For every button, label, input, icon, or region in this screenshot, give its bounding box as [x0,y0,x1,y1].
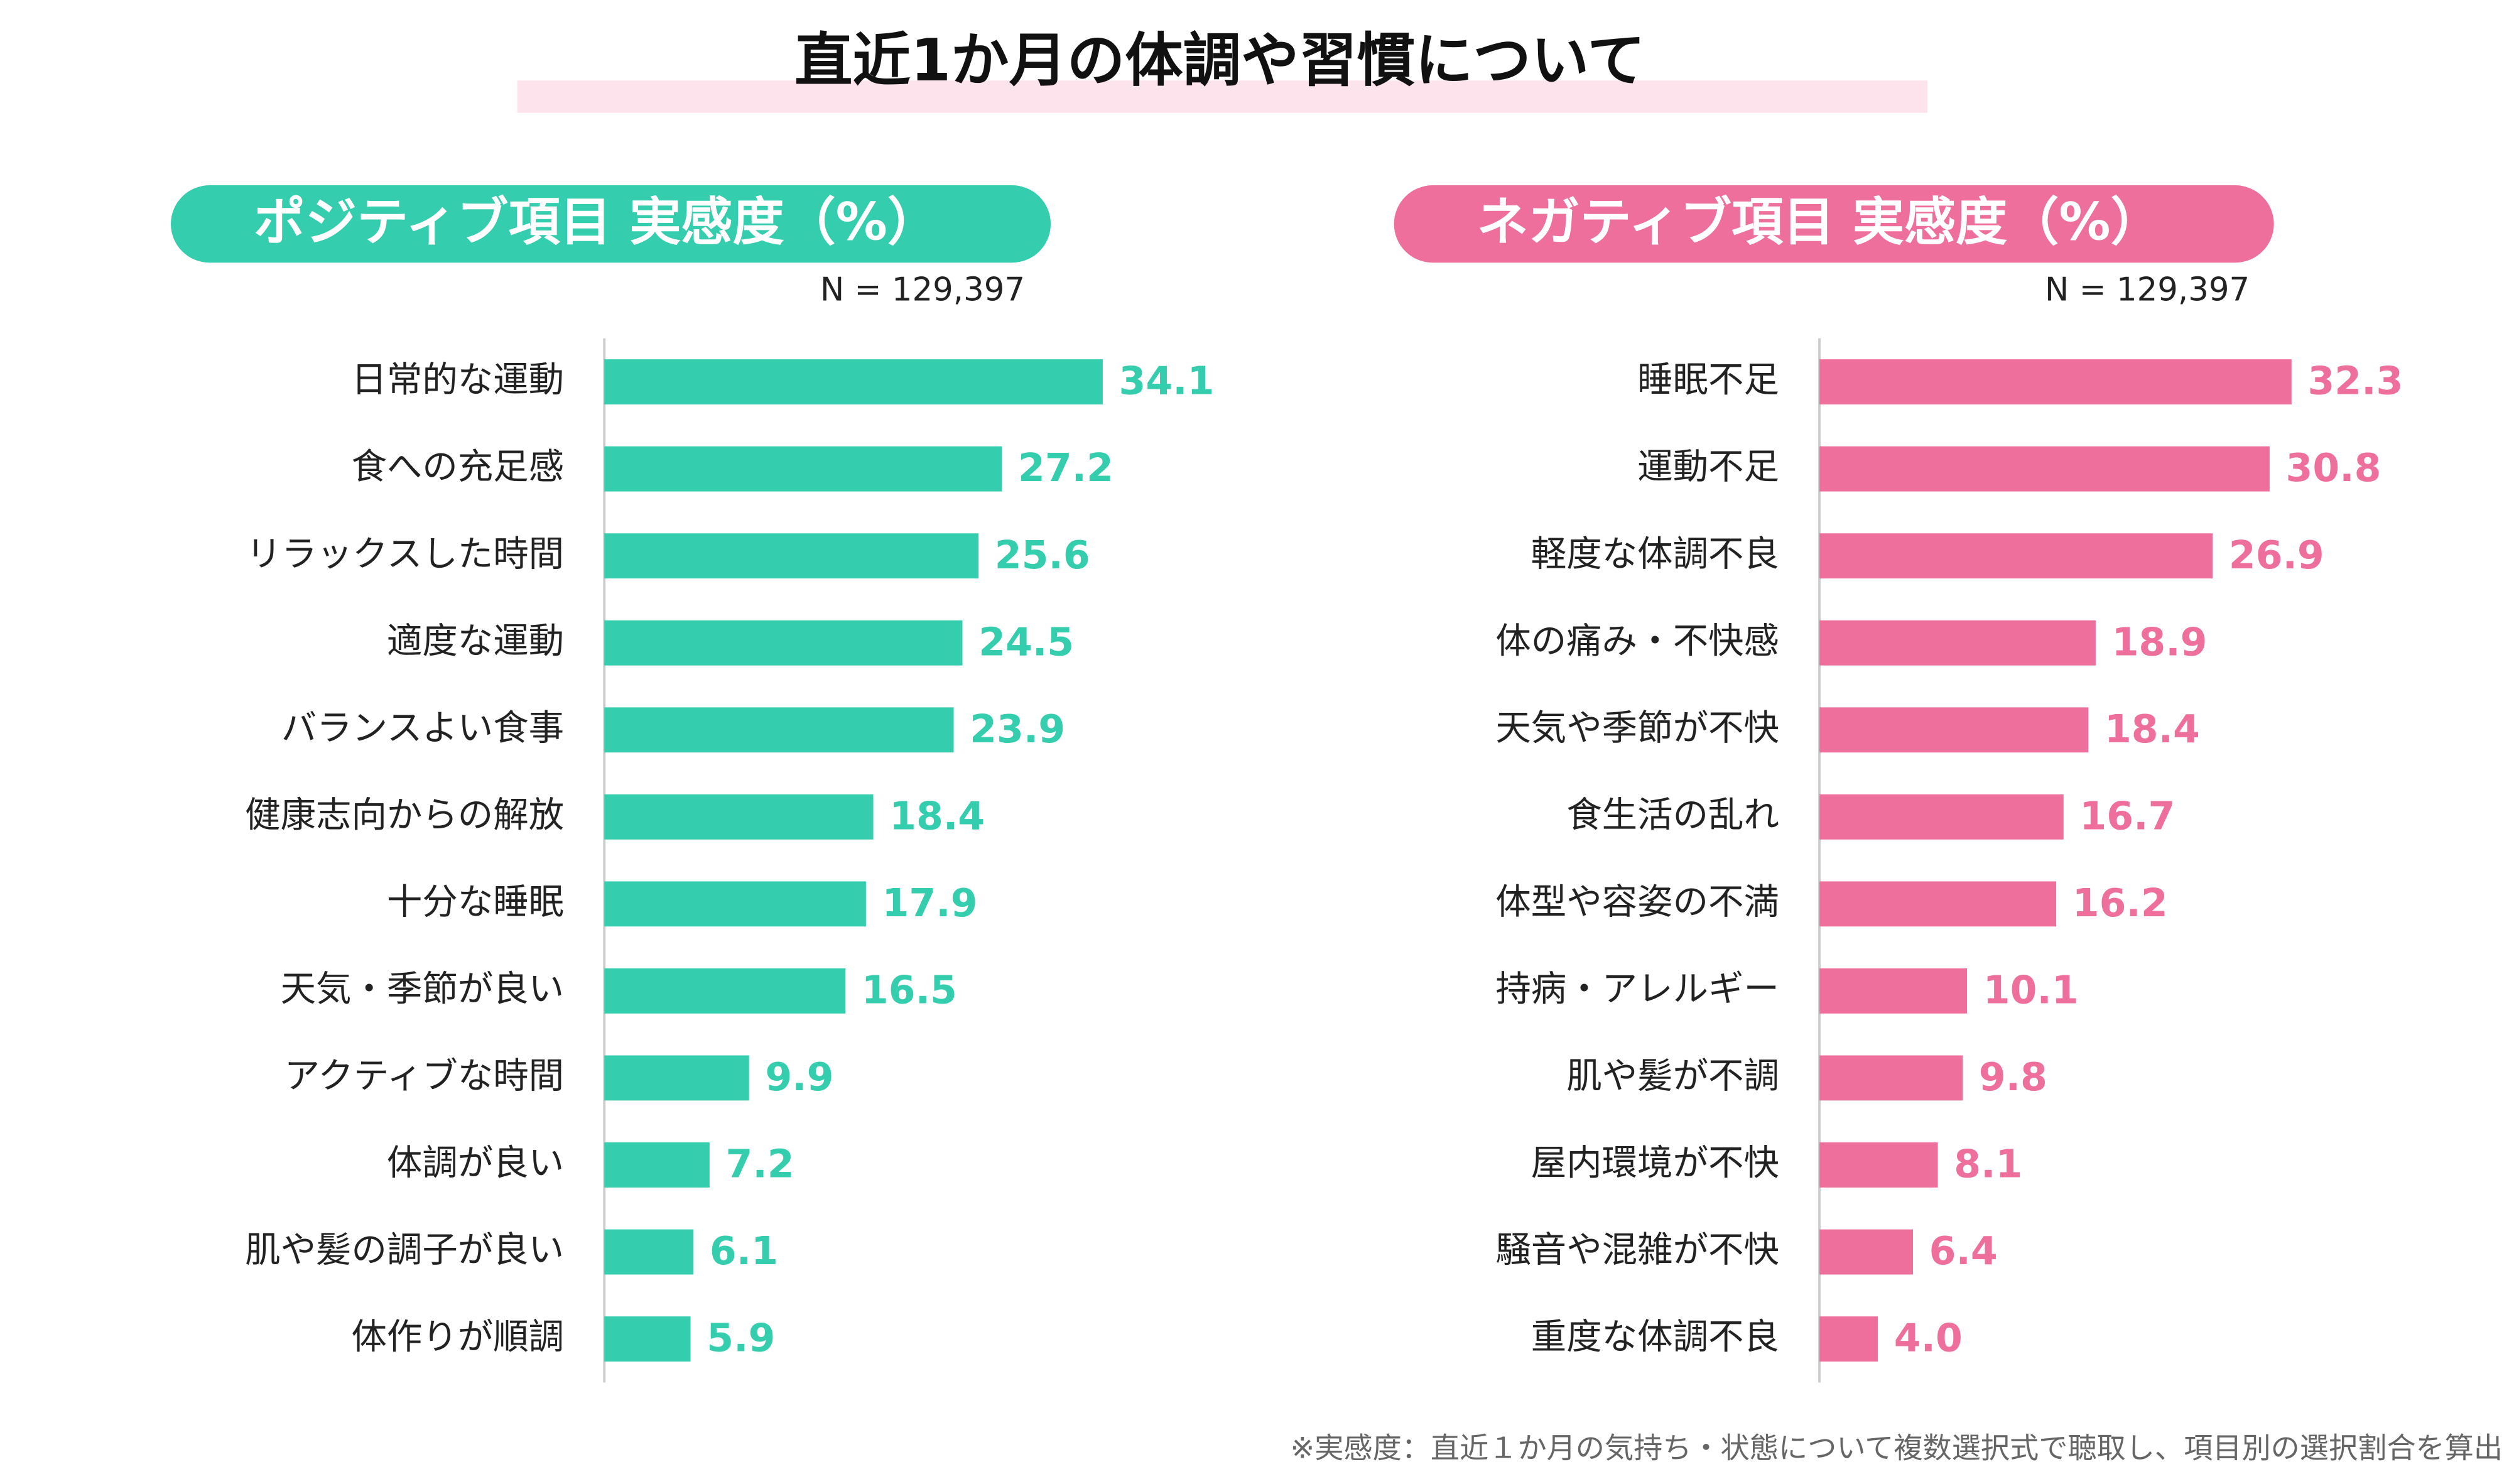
bar [1819,1142,1938,1188]
value-label: 16.7 [2079,793,2175,838]
category-label: リラックスした時間 [246,534,564,575]
bar [604,533,979,579]
value-label: 17.9 [882,880,978,926]
category-label: 軽度な体調不良 [1531,534,1779,575]
bar [604,1316,691,1362]
bar [604,1055,749,1101]
sample-size: N = 129,397 [2045,271,2250,308]
category-label: 騒音や混雑が不快 [1495,1230,1779,1270]
bar [1819,1229,1913,1275]
category-label: 体型や容姿の不満 [1495,882,1779,923]
category-label: 十分な睡眠 [387,882,564,923]
category-label: 食生活の乱れ [1566,794,1779,835]
bar [604,1142,710,1188]
bar [604,1229,694,1275]
panel-title: ポジティブ項目 実感度（%） [254,193,939,252]
value-label: 18.4 [889,793,985,838]
bar [604,707,954,753]
bar [1819,968,1968,1014]
category-label: バランスよい食事 [281,708,564,749]
value-label: 6.4 [1929,1228,1998,1274]
value-label: 16.2 [2072,880,2168,926]
value-label: 8.1 [1954,1142,2022,1187]
category-label: 肌や髪の調子が良い [245,1230,564,1270]
value-label: 5.9 [707,1316,775,1361]
category-label: 重度な体調不良 [1531,1317,1779,1358]
panel-header [1394,185,2274,263]
bar [604,359,1103,404]
bar [1819,881,2057,927]
bar [604,968,846,1014]
category-label: 天気や季節が不快 [1495,708,1779,749]
sample-size: N = 129,397 [820,271,1025,308]
value-label: 9.8 [1979,1054,2047,1100]
value-label: 10.1 [1983,968,2079,1013]
bar [604,881,866,927]
value-label: 18.9 [2112,619,2208,664]
value-label: 25.6 [995,533,1090,578]
value-label: 27.2 [1018,445,1113,490]
value-label: 9.9 [765,1054,833,1100]
panel-title: ネガティブ項目 実感度（%） [1476,193,2162,252]
bar [1819,533,2213,579]
bar [604,794,874,840]
category-label: 運動不足 [1637,447,1779,487]
bar [1819,1316,1878,1362]
value-label: 24.5 [978,619,1074,664]
category-label: 睡眠不足 [1637,360,1779,401]
category-label: 日常的な運動 [351,360,564,401]
value-label: 4.0 [1894,1316,1963,1361]
category-label: 持病・アレルギー [1495,969,1779,1010]
value-label: 23.9 [970,707,1065,752]
bar [604,446,1002,492]
bar [1819,620,2096,666]
value-label: 32.3 [2307,359,2403,404]
bar [604,620,963,666]
category-label: 天気・季節が良い [281,969,565,1010]
category-label: 肌や髪が不調 [1566,1056,1779,1097]
category-label: アクティブな時間 [284,1056,564,1097]
value-label: 6.1 [710,1228,778,1274]
category-label: 適度な運動 [387,620,564,661]
bar [1819,359,2292,404]
value-label: 30.8 [2286,445,2381,490]
category-label: 体の痛み・不快感 [1495,620,1779,661]
category-label: 屋内環境が不快 [1531,1143,1779,1184]
category-label: 食への充足感 [351,447,564,487]
category-label: 体作りが順調 [351,1317,564,1358]
value-label: 16.5 [862,968,957,1013]
footnote: ※実感度：直近１か月の気持ち・状態について複数選択式で聴取し、項目別の選択割合を… [1291,1431,2503,1465]
bar [1819,446,2270,492]
bar [1819,1055,1963,1101]
page-title: 直近1か月の体調や習慣について [794,26,1645,94]
title-underline [517,80,1927,113]
bar [1819,794,2064,840]
value-label: 7.2 [725,1142,794,1187]
panel-header [170,185,1051,263]
category-label: 健康志向からの解放 [245,794,564,835]
value-label: 34.1 [1119,359,1215,404]
value-label: 18.4 [2105,707,2200,752]
category-label: 体調が良い [387,1143,564,1184]
value-label: 26.9 [2229,533,2324,578]
bar [1819,707,2089,753]
